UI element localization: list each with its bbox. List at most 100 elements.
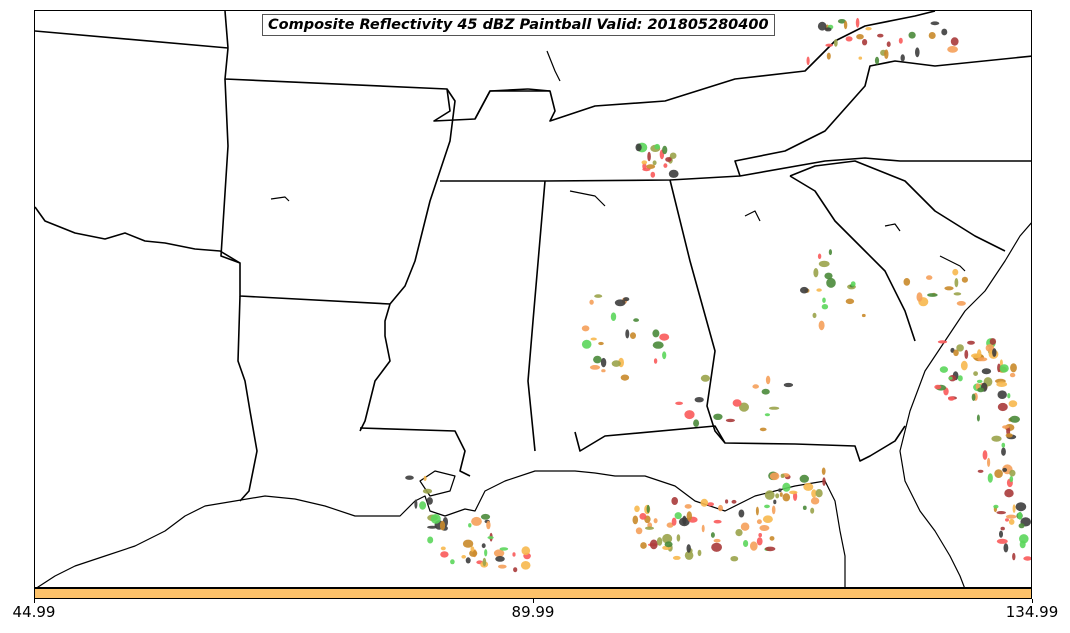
paintball-cell <box>850 281 856 287</box>
paintball-cell <box>653 358 658 364</box>
paintball-cell <box>469 549 478 557</box>
state-line <box>237 295 258 502</box>
paintball-cell <box>461 555 467 559</box>
paintball-cell <box>1007 393 1011 399</box>
paintball-cell <box>948 396 955 401</box>
paintball-cell <box>810 497 820 505</box>
paintball-cell <box>427 525 438 529</box>
paintball-cell <box>822 477 826 486</box>
paintball-cell <box>981 368 992 375</box>
coastline <box>744 210 761 222</box>
paintball-cell <box>976 414 980 422</box>
paintball-cell <box>771 505 776 515</box>
paintball-cell <box>761 388 770 395</box>
paintball-cell <box>858 56 863 60</box>
paintball-cell <box>598 341 604 346</box>
paintball-cell <box>756 519 762 525</box>
paintball-cell <box>927 293 938 297</box>
paintball-cell <box>426 497 433 505</box>
paintball-cell <box>861 313 866 318</box>
paintball-cell <box>1000 526 1005 531</box>
paintball-cell <box>732 399 742 407</box>
paintball-cell <box>928 32 936 39</box>
paintball-cell <box>817 253 822 260</box>
paintball-cell <box>625 329 630 339</box>
paintball-cell <box>647 151 651 162</box>
colorbar-tick-mark <box>33 599 35 603</box>
paintball-cell <box>1009 372 1016 378</box>
paintball-cell <box>818 260 830 268</box>
paintball-cell <box>855 17 860 28</box>
paintball-cell <box>1009 415 1020 423</box>
paintball-cell <box>800 286 809 294</box>
paintball-cell <box>664 541 673 548</box>
paintball-cell <box>676 534 681 542</box>
paintball-cell <box>843 20 848 30</box>
state-line <box>220 78 391 305</box>
paintball-cell <box>694 397 704 403</box>
paintball-cell <box>994 469 1003 478</box>
paintball-cell <box>765 546 776 552</box>
paintball-cell <box>1018 523 1025 529</box>
colorbar <box>34 588 1032 599</box>
paintball-layer <box>405 17 1031 573</box>
paintball-cell <box>462 539 474 548</box>
state-line <box>224 47 529 122</box>
paintball-cell <box>662 351 667 360</box>
paintball-cell <box>1009 469 1016 477</box>
paintball-cell <box>789 490 798 495</box>
colorbar-tick-label: 89.99 <box>511 603 555 621</box>
paintball-cell <box>725 499 729 504</box>
paintball-cell <box>782 482 791 492</box>
paintball-cell <box>581 325 590 332</box>
paintball-cell <box>686 511 692 521</box>
paintball-cell <box>1005 518 1009 522</box>
paintball-cell <box>813 268 819 278</box>
paintball-cell <box>950 37 959 46</box>
state-line <box>474 11 936 122</box>
paintball-cell <box>1008 518 1015 525</box>
state-line <box>789 160 1006 252</box>
paintball-cell <box>713 413 723 420</box>
paintball-cell <box>601 369 606 373</box>
paintball-cell <box>707 502 714 507</box>
paintball-cell <box>877 33 884 38</box>
paintball-cell <box>780 473 785 478</box>
paintball-cell <box>659 333 670 341</box>
paintball-cell <box>1023 556 1031 561</box>
paintball-cell <box>738 509 745 518</box>
paintball-cell <box>916 292 923 302</box>
paintball-cell <box>947 46 958 53</box>
paintball-cell <box>593 355 602 364</box>
paintball-cell <box>824 27 832 32</box>
coastline <box>546 50 561 82</box>
paintball-cell <box>450 559 455 565</box>
paintball-cell <box>898 37 903 44</box>
paintball-cell <box>641 160 648 165</box>
paintball-cell <box>468 523 472 528</box>
paintball-cell <box>666 522 674 528</box>
paintball-cell <box>711 542 722 552</box>
paintball-cell <box>646 504 650 514</box>
paintball-cell <box>967 340 975 345</box>
paintball-cell <box>812 312 817 319</box>
map-frame <box>34 10 1032 588</box>
paintball-cell <box>768 406 780 410</box>
paintball-cell <box>674 512 682 520</box>
paintball-cell <box>513 567 518 573</box>
paintball-cell <box>1009 476 1014 483</box>
paintball-cell <box>649 539 658 550</box>
paintball-cell <box>521 546 531 556</box>
paintball-cell <box>954 278 959 288</box>
paintball-cell <box>825 43 833 47</box>
paintball-cell <box>957 375 963 382</box>
paintball-cell <box>662 145 668 155</box>
coastline <box>270 196 290 202</box>
paintball-cell <box>482 557 487 567</box>
paintball-cell <box>996 381 1008 388</box>
paintball-cell <box>678 517 690 527</box>
paintball-cell <box>1005 433 1013 438</box>
paintball-cell <box>764 413 771 417</box>
paintball-cell <box>470 546 475 552</box>
state-line <box>527 88 551 92</box>
